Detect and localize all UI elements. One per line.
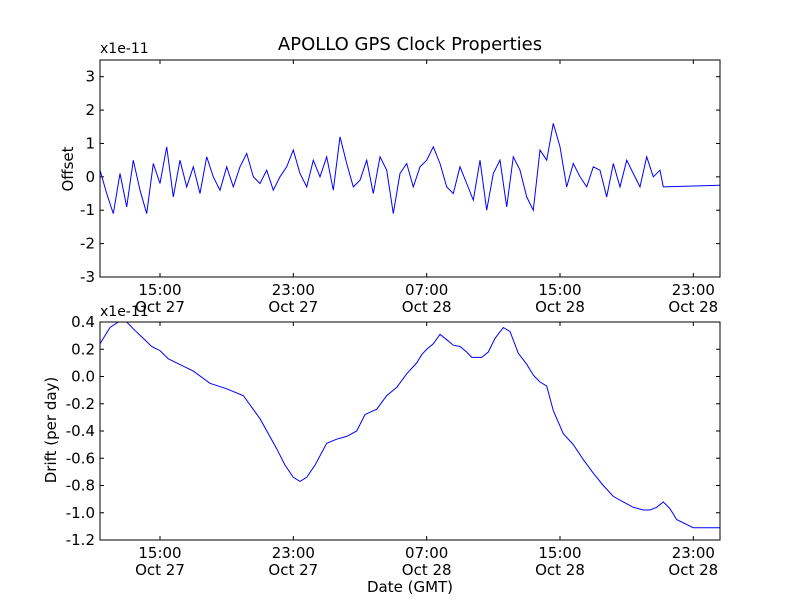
x-axis-label: Date (GMT) (367, 578, 453, 596)
offset-xtick-time-label: 15:00 (538, 281, 581, 299)
drift-ytick-label: 0.0 (71, 368, 95, 386)
offset-ytick-label: 0 (85, 168, 95, 186)
offset-panel: APOLLO GPS Clock Properties x1e-11 Offse… (59, 34, 721, 316)
drift-ytick-label: -0.4 (66, 422, 95, 440)
offset-ytick-label: 2 (85, 101, 95, 119)
offset-xtick-date-label: Oct 28 (668, 298, 718, 316)
offset-xtick-date-label: Oct 27 (268, 298, 318, 316)
offset-ytick-label: -1 (80, 201, 95, 219)
offset-multiplier-label: x1e-11 (100, 41, 149, 57)
drift-xtick-time-label: 07:00 (405, 544, 448, 562)
offset-ytick-label: 3 (85, 68, 95, 86)
drift-ytick-label: -0.6 (66, 449, 95, 467)
offset-xtick-date-label: Oct 27 (135, 298, 185, 316)
offset-xtick-time-label: 23:00 (672, 281, 715, 299)
drift-multiplier-label: x1e-11 (100, 304, 149, 320)
offset-xtick-time-label: 07:00 (405, 281, 448, 299)
offset-xtick-time-label: 15:00 (138, 281, 181, 299)
drift-plot-frame (99, 321, 721, 541)
drift-ytick-label: 0.4 (71, 313, 95, 331)
drift-ytick-label: 0.2 (71, 340, 95, 358)
drift-xtick-time-label: 15:00 (138, 544, 181, 562)
drift-xtick-date-label: Oct 28 (535, 561, 585, 579)
offset-xtick-time-label: 23:00 (272, 281, 315, 299)
drift-xtick-time-label: 23:00 (672, 544, 715, 562)
drift-panel: x1e-11 Drift (per day) Date (GMT) -1.2 -1… (42, 304, 721, 596)
offset-ytick-label: -3 (80, 268, 95, 286)
offset-ytick-label: -2 (80, 235, 95, 253)
chart-title: APOLLO GPS Clock Properties (278, 34, 542, 55)
drift-xtick-date-label: Oct 27 (135, 561, 185, 579)
drift-ytick-label: -0.8 (66, 477, 95, 495)
drift-ytick-label: -1.2 (66, 531, 95, 549)
drift-xtick-date-label: Oct 27 (268, 561, 318, 579)
drift-xtick-date-label: Oct 28 (402, 561, 452, 579)
drift-xtick-date-label: Oct 28 (668, 561, 718, 579)
drift-ticks-group: -1.2-1.0-0.8-0.6-0.4-0.20.00.20.415:00Oc… (66, 313, 720, 579)
drift-ytick-label: -0.2 (66, 395, 95, 413)
offset-series-line (99, 123, 721, 214)
offset-ytick-label: 1 (85, 134, 95, 152)
drift-y-axis-label: Drift (per day) (42, 377, 60, 484)
drift-ytick-label: -1.0 (66, 504, 95, 522)
drift-series-line (99, 321, 720, 529)
offset-xtick-date-label: Oct 28 (402, 298, 452, 316)
offset-y-axis-label: Offset (59, 146, 77, 191)
drift-xtick-time-label: 23:00 (272, 544, 315, 562)
drift-xtick-time-label: 15:00 (538, 544, 581, 562)
offset-plot-frame (99, 59, 721, 278)
offset-xtick-date-label: Oct 28 (535, 298, 585, 316)
